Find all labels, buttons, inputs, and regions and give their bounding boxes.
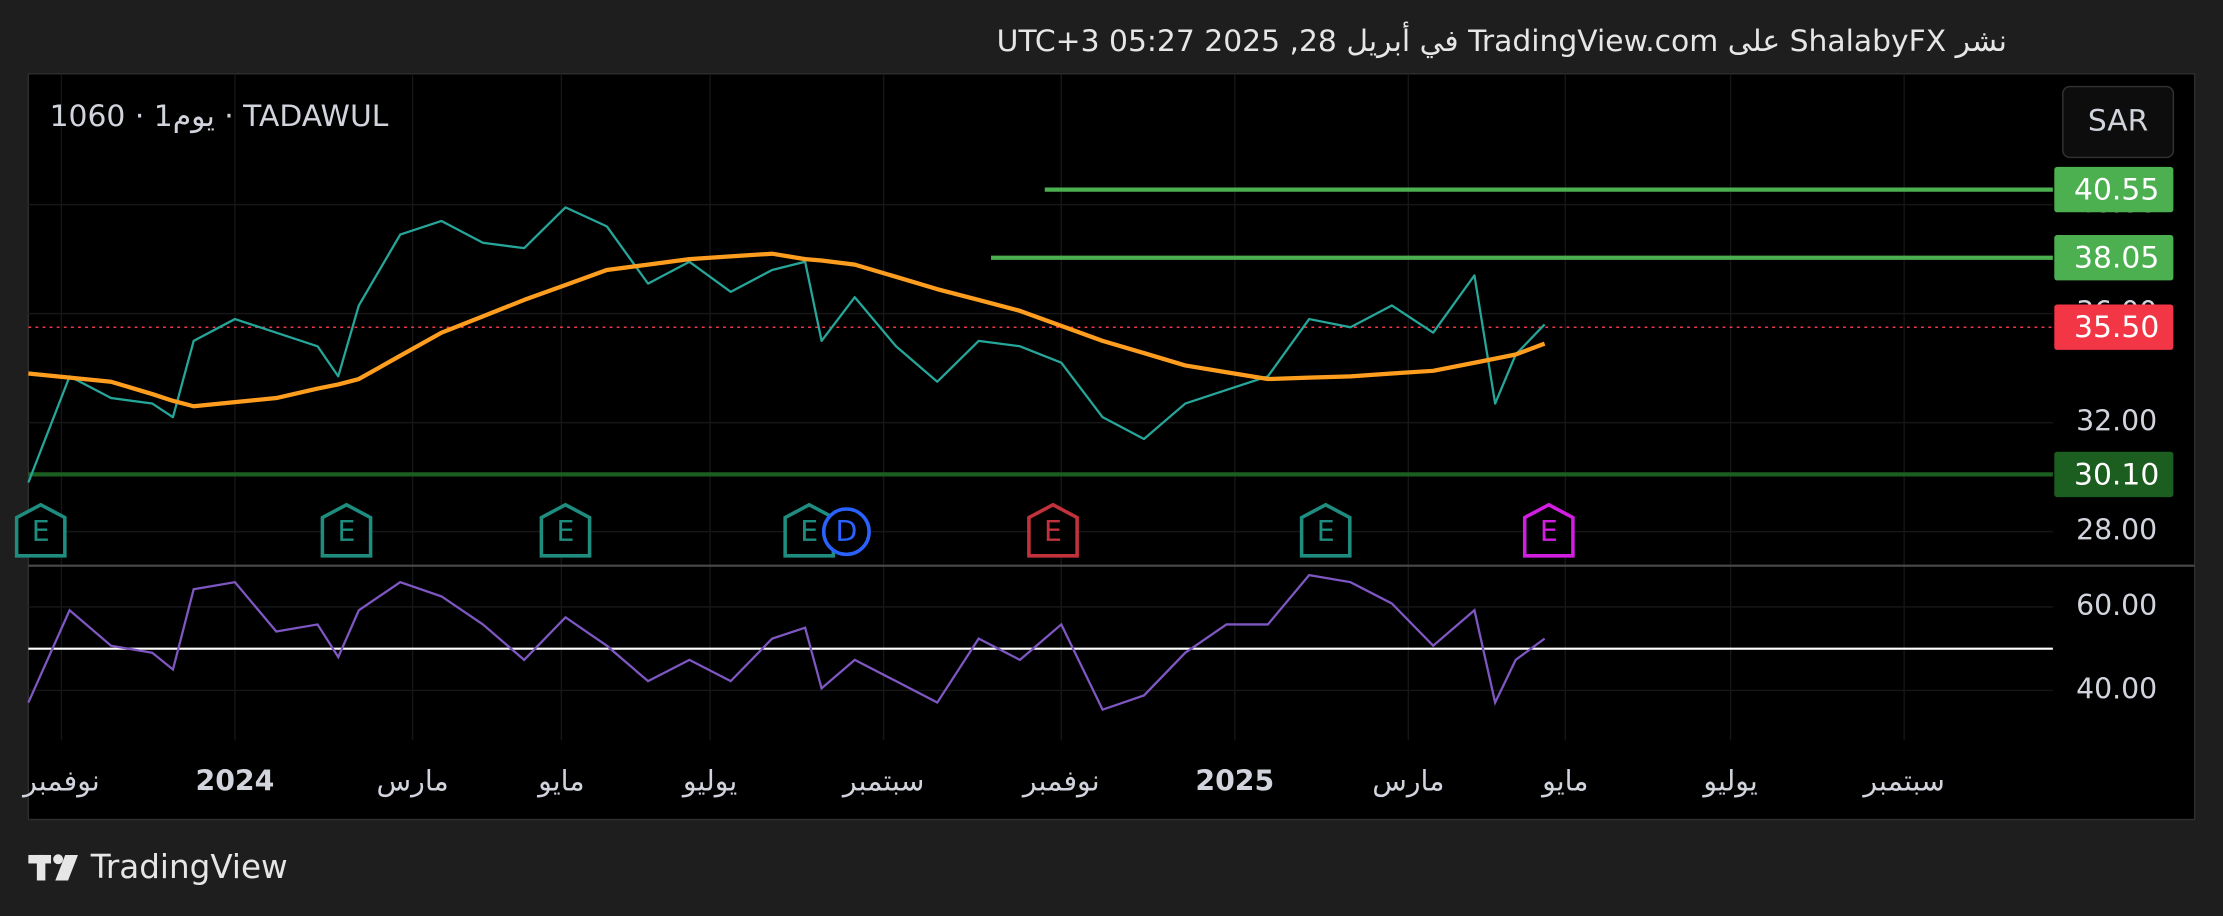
rsi-tick-label: 40.00 — [2076, 672, 2157, 705]
event-marker — [1522, 502, 1575, 558]
event-marker — [539, 502, 592, 558]
event-marker — [320, 502, 373, 558]
event-marker — [1299, 502, 1352, 558]
x-tick-label: 2025 — [1195, 765, 1274, 798]
logo-part — [36, 854, 46, 881]
event-label: E — [800, 515, 818, 548]
event-marker — [821, 507, 871, 557]
moving-average — [28, 251, 1546, 409]
x-tick-label: مارس — [1372, 765, 1444, 798]
x-tick-label: سبتمبر — [841, 765, 924, 798]
currency[interactable]: SAR — [2088, 103, 2149, 138]
price-line — [27, 206, 1546, 483]
currency-button[interactable] — [2062, 85, 2175, 159]
event-marker — [14, 502, 67, 558]
brand: TradingView — [90, 848, 288, 886]
rsi-tick-label: 60.00 — [2076, 589, 2157, 622]
event-label: E — [1044, 515, 1062, 548]
event-label: D — [836, 515, 858, 548]
event-marker — [1027, 502, 1079, 558]
x-tick-label: يوليو — [681, 765, 737, 798]
x-tick-label: نوفمبر — [1021, 765, 1100, 798]
price-label-box — [2054, 304, 2174, 350]
price-label-box — [2054, 451, 2174, 498]
y-tick-label: 28.00 — [2076, 514, 2157, 547]
x-tick-label: نوفمبر — [21, 765, 100, 798]
chart-panel — [27, 73, 2196, 821]
price-label: 40.55 — [2074, 173, 2159, 208]
grid: نوفمبر 2024 مارس مايو يوليو سبتمبر نوفمبر 2025 م… — [21, 73, 2195, 798]
event-label: E — [1317, 515, 1335, 548]
event-label: E — [1540, 515, 1558, 548]
x-tick-label: 2024 — [195, 765, 274, 798]
y-tick-label: 32.00 — [2076, 405, 2157, 438]
price-label: 38.05 — [2074, 241, 2159, 276]
price-label-box — [2054, 235, 2174, 281]
x-tick-label: يوليو — [1701, 765, 1757, 798]
x-tick-label: مارس — [377, 765, 449, 798]
price-label: 30.10 — [2074, 457, 2159, 492]
x-tick-label: مايو — [1540, 765, 1588, 798]
logo-part — [53, 854, 64, 865]
logo-part — [55, 854, 78, 881]
brand-logo — [28, 854, 78, 881]
price-label-box — [2054, 166, 2174, 213]
x-tick-label: سبتمبر — [1861, 765, 1944, 798]
publish-info: نشر ShalabyFX على TradingView.com في أبر… — [997, 20, 2007, 59]
symbol-label: 1060 · 1يوم · TADAWUL — [50, 99, 389, 134]
x-tick-label: مايو — [536, 765, 584, 798]
rsi-line — [27, 573, 1546, 712]
event-label: E — [557, 515, 575, 548]
event-label: E — [338, 515, 356, 548]
event-label: E — [32, 515, 50, 548]
price-label: 35.50 — [2074, 310, 2159, 345]
